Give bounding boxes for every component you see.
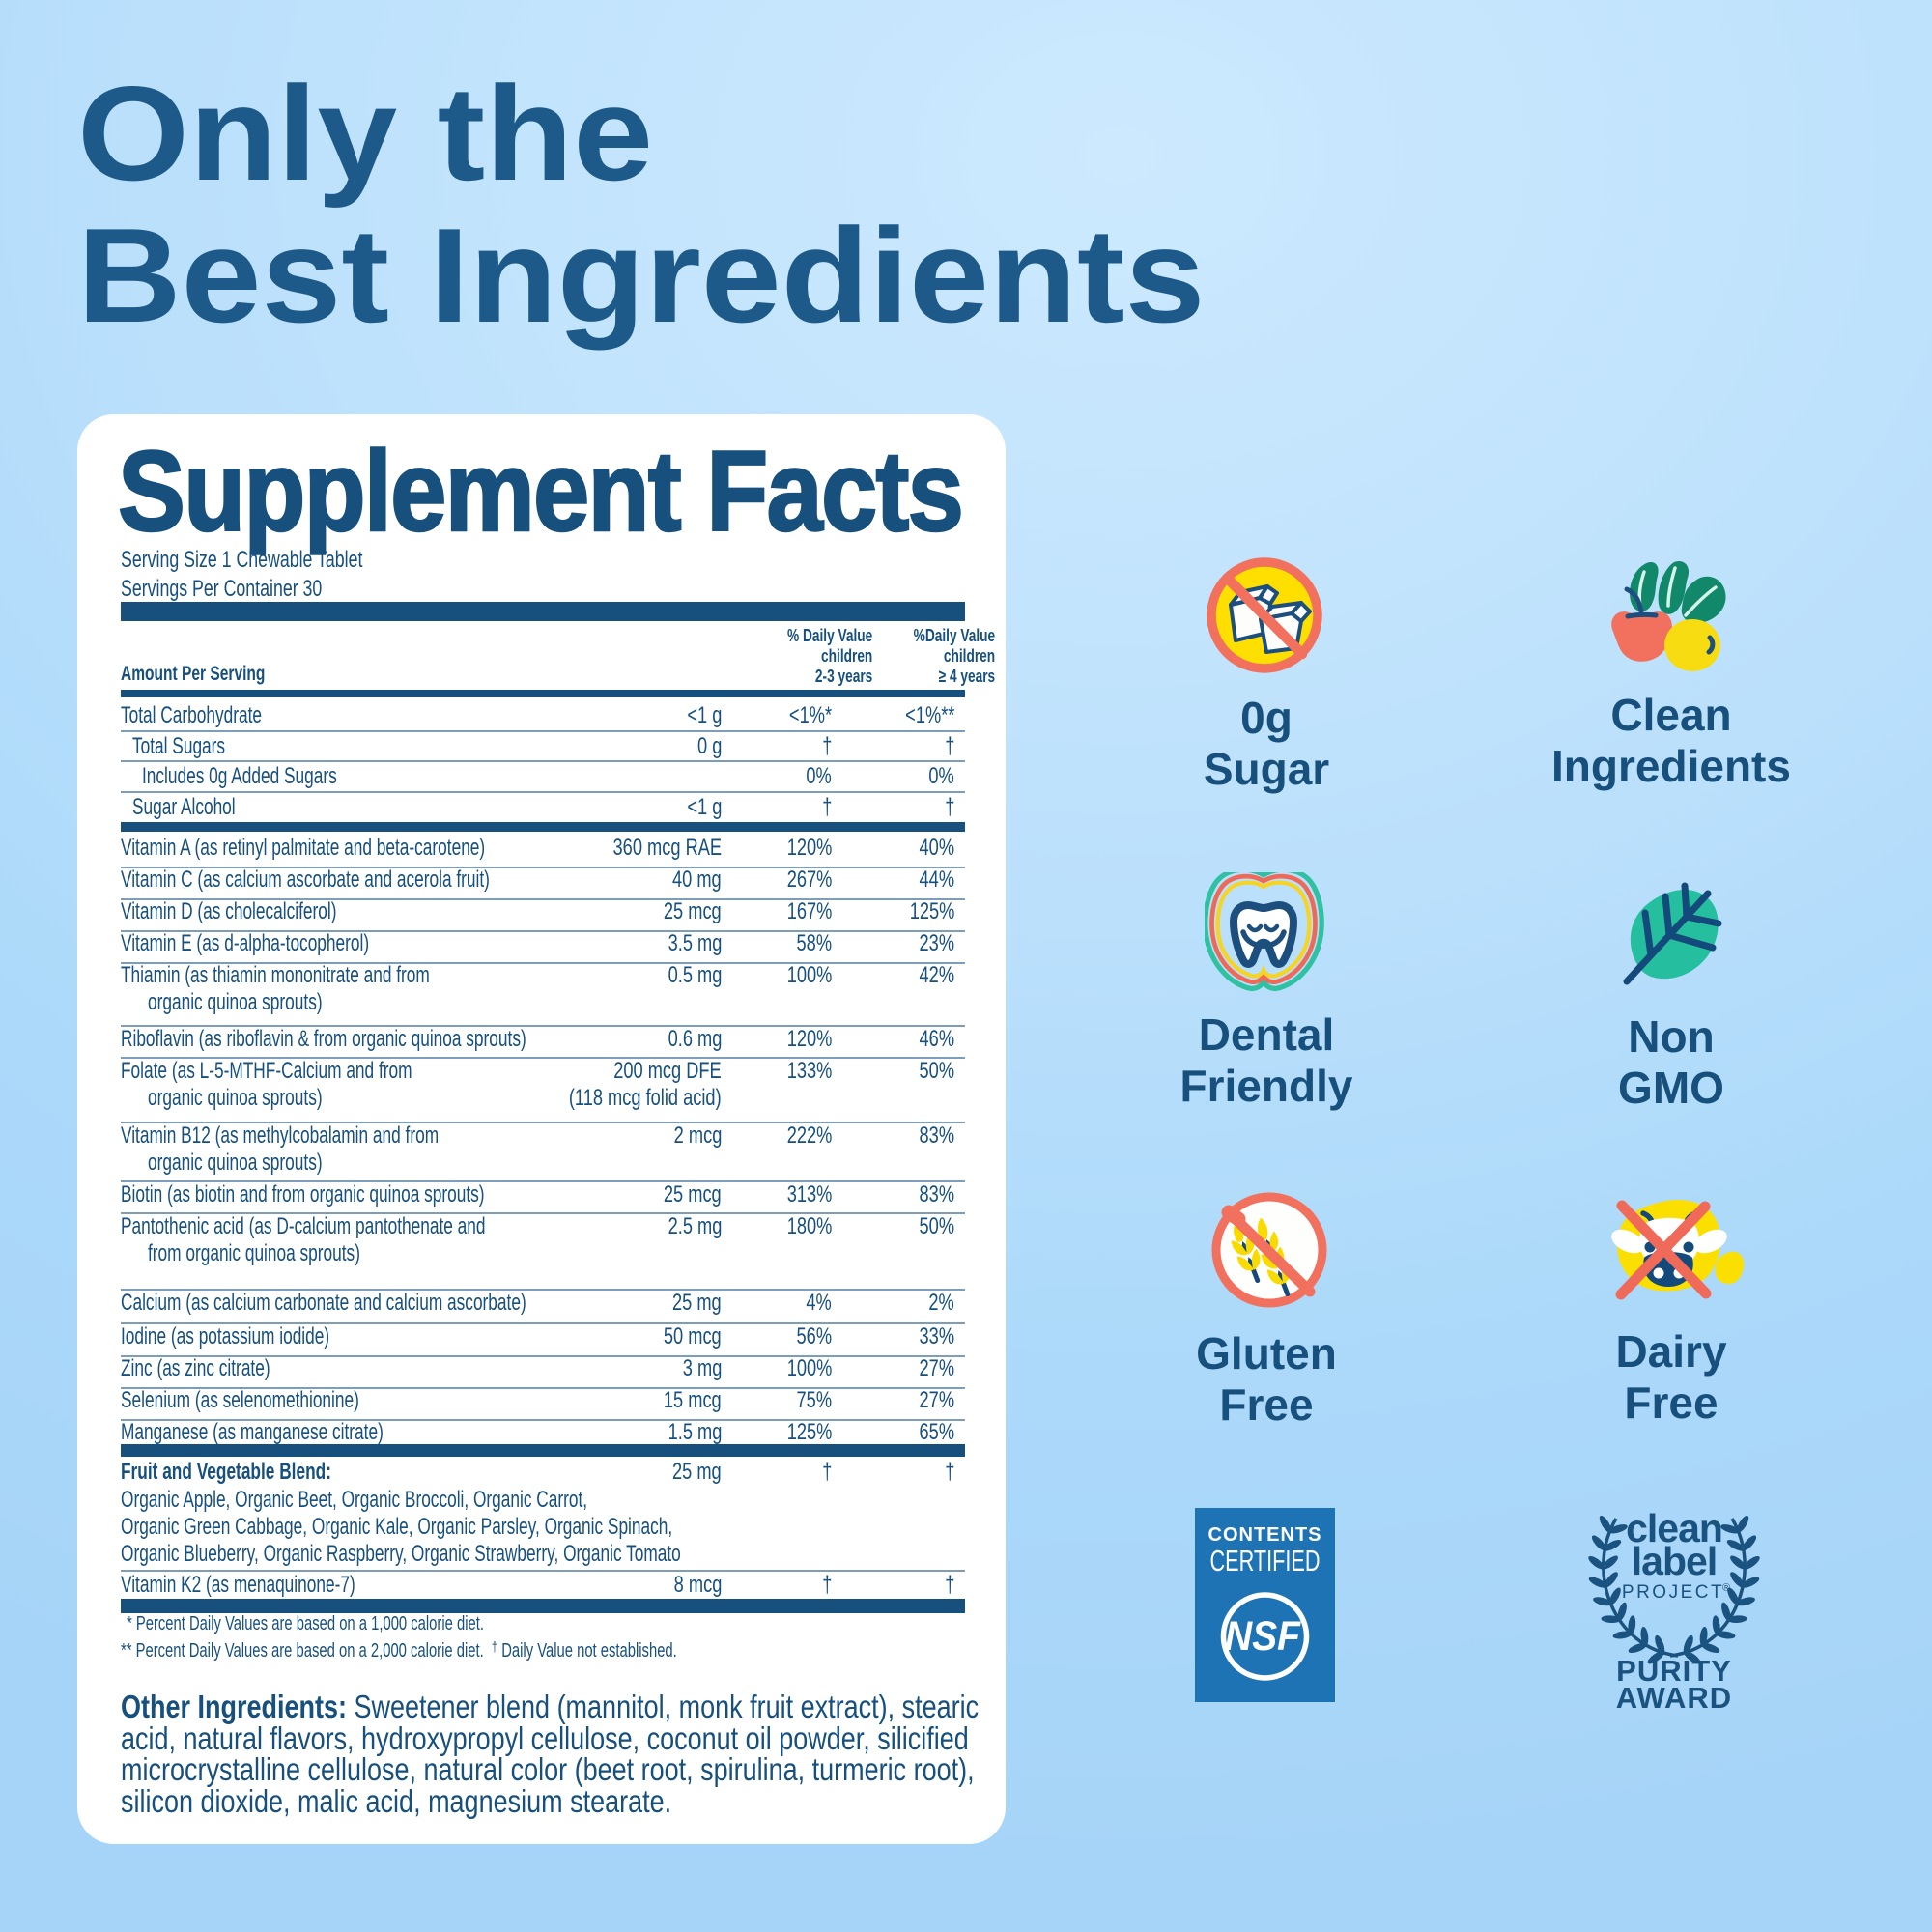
svg-text:CERTIFIED: CERTIFIED [1210, 1544, 1321, 1577]
svg-text:CONTENTS: CONTENTS [1208, 1524, 1322, 1546]
svg-text:PURITY: PURITY [1616, 1654, 1732, 1688]
svg-text:AWARD: AWARD [1616, 1681, 1732, 1708]
svg-text:PROJECT: PROJECT [1622, 1582, 1724, 1603]
svg-text:clean: clean [1626, 1506, 1722, 1550]
svg-text:NSF: NSF [1225, 1613, 1302, 1660]
svg-text:label: label [1632, 1539, 1717, 1583]
svg-text:®: ® [1722, 1582, 1730, 1594]
